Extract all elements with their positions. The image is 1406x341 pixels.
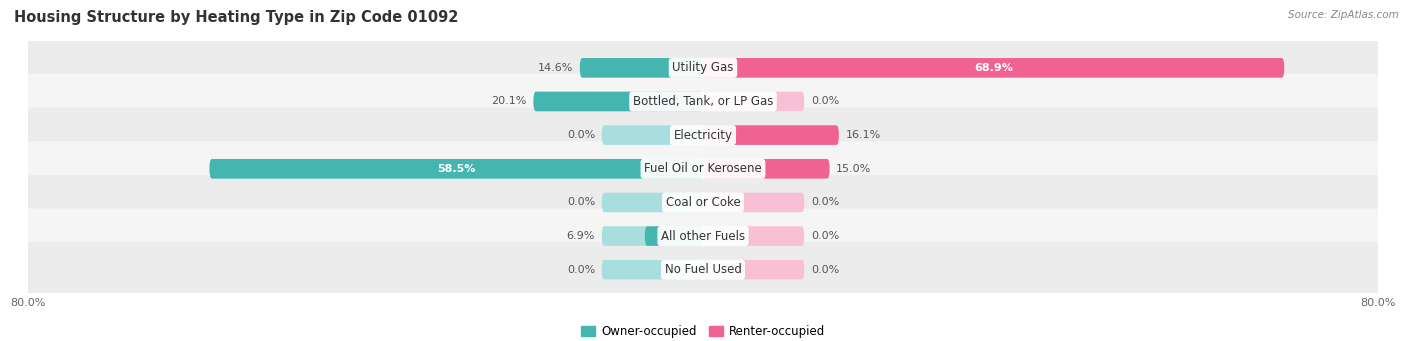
FancyBboxPatch shape	[27, 40, 1379, 95]
FancyBboxPatch shape	[703, 58, 1284, 78]
FancyBboxPatch shape	[703, 260, 804, 280]
Text: 0.0%: 0.0%	[811, 265, 839, 275]
Text: Fuel Oil or Kerosene: Fuel Oil or Kerosene	[644, 162, 762, 175]
Text: Housing Structure by Heating Type in Zip Code 01092: Housing Structure by Heating Type in Zip…	[14, 10, 458, 25]
FancyBboxPatch shape	[602, 260, 703, 280]
FancyBboxPatch shape	[703, 125, 839, 145]
Text: 0.0%: 0.0%	[567, 265, 595, 275]
Text: 0.0%: 0.0%	[567, 130, 595, 140]
FancyBboxPatch shape	[27, 208, 1379, 264]
Text: 20.1%: 20.1%	[491, 97, 527, 106]
FancyBboxPatch shape	[27, 141, 1379, 196]
Text: Electricity: Electricity	[673, 129, 733, 142]
FancyBboxPatch shape	[27, 242, 1379, 297]
Text: 0.0%: 0.0%	[811, 197, 839, 207]
FancyBboxPatch shape	[703, 226, 804, 246]
FancyBboxPatch shape	[703, 92, 804, 111]
Text: All other Fuels: All other Fuels	[661, 229, 745, 242]
FancyBboxPatch shape	[602, 193, 703, 212]
FancyBboxPatch shape	[27, 74, 1379, 129]
Text: No Fuel Used: No Fuel Used	[665, 263, 741, 276]
FancyBboxPatch shape	[209, 159, 703, 179]
Text: Source: ZipAtlas.com: Source: ZipAtlas.com	[1288, 10, 1399, 20]
Text: Utility Gas: Utility Gas	[672, 61, 734, 74]
FancyBboxPatch shape	[602, 125, 703, 145]
Text: 68.9%: 68.9%	[974, 63, 1014, 73]
Text: 16.1%: 16.1%	[845, 130, 880, 140]
Text: 0.0%: 0.0%	[567, 197, 595, 207]
FancyBboxPatch shape	[703, 193, 804, 212]
Text: 0.0%: 0.0%	[811, 97, 839, 106]
FancyBboxPatch shape	[602, 226, 703, 246]
FancyBboxPatch shape	[27, 175, 1379, 230]
FancyBboxPatch shape	[703, 125, 839, 145]
FancyBboxPatch shape	[645, 226, 703, 246]
FancyBboxPatch shape	[533, 92, 703, 111]
Text: 6.9%: 6.9%	[567, 231, 595, 241]
Text: 0.0%: 0.0%	[811, 231, 839, 241]
Text: 14.6%: 14.6%	[537, 63, 574, 73]
FancyBboxPatch shape	[579, 58, 703, 78]
FancyBboxPatch shape	[579, 58, 703, 78]
Legend: Owner-occupied, Renter-occupied: Owner-occupied, Renter-occupied	[576, 321, 830, 341]
FancyBboxPatch shape	[703, 58, 1284, 78]
FancyBboxPatch shape	[27, 107, 1379, 163]
FancyBboxPatch shape	[703, 159, 830, 179]
FancyBboxPatch shape	[703, 159, 830, 179]
Text: 58.5%: 58.5%	[437, 164, 475, 174]
Text: Coal or Coke: Coal or Coke	[665, 196, 741, 209]
FancyBboxPatch shape	[209, 159, 703, 179]
Text: Bottled, Tank, or LP Gas: Bottled, Tank, or LP Gas	[633, 95, 773, 108]
Text: 15.0%: 15.0%	[837, 164, 872, 174]
FancyBboxPatch shape	[533, 92, 703, 111]
